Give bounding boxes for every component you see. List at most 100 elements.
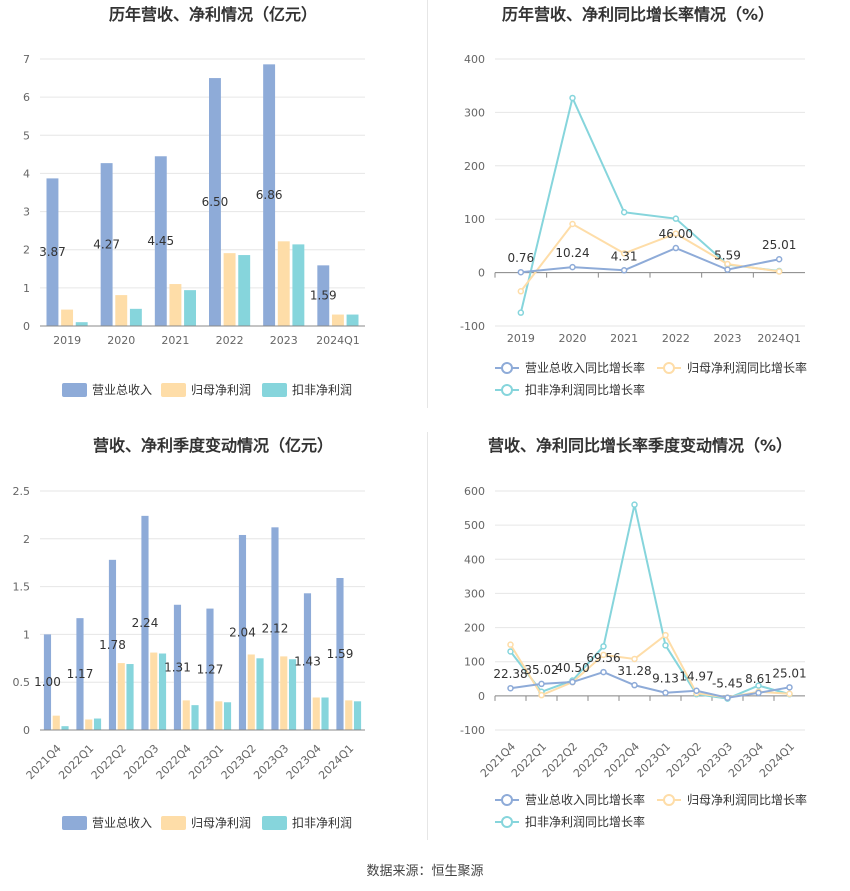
bar-deducted-profit <box>184 290 196 326</box>
x-tick-label: 2023Q3 <box>251 742 291 782</box>
x-tick-label: 2023 <box>714 332 742 345</box>
chart-title: 营收、净利同比增长率季度变动情况（%） <box>488 436 792 455</box>
bar-revenue <box>317 265 330 326</box>
x-tick-label: 2024Q1 <box>316 742 356 782</box>
data-label: 6.86 <box>256 188 283 202</box>
bar-deducted-profit <box>288 659 297 730</box>
y-tick-label: -100 <box>460 320 485 333</box>
bar-net-profit <box>277 241 290 326</box>
y-tick-label: 100 <box>464 656 485 669</box>
data-point <box>507 684 514 692</box>
bar-revenue <box>238 534 247 730</box>
data-label: 1.43 <box>294 655 321 669</box>
data-label: 0.76 <box>507 251 534 265</box>
data-label: 4.27 <box>93 238 120 252</box>
data-label: 2.04 <box>229 625 256 639</box>
data-point <box>724 694 731 701</box>
data-point <box>620 250 628 257</box>
legend-swatch <box>161 383 186 397</box>
data-label: 1.27 <box>197 662 224 676</box>
quarterly-growth-rate-chart: 营收、净利同比增长率季度变动情况（%） -100 0 100 200 300 400 500… <box>427 425 850 850</box>
data-label: 22.38 <box>493 667 527 681</box>
legend-label: 营业总收入同比增长率 <box>525 360 645 375</box>
legend-swatch <box>62 816 87 830</box>
annual-growth-rate-svg: 历年营收、净利同比增长率情况（%） -100 0 100 200 300 400 0.76 1… <box>460 5 807 397</box>
legend-label: 扣非净利润同比增长率 <box>525 814 645 829</box>
chart-title: 营收、净利季度变动情况（亿元） <box>93 436 333 455</box>
data-point <box>538 691 545 699</box>
data-label: 1.78 <box>99 638 126 652</box>
legend-label: 归母净利润同比增长率 <box>687 360 807 375</box>
data-point <box>672 230 680 237</box>
bar-net-profit <box>223 253 236 326</box>
bar-net-profit <box>215 701 223 730</box>
bar-deducted-profit <box>353 701 362 730</box>
x-tick-label: 2023Q2 <box>219 742 259 782</box>
bar-net-profit <box>115 295 128 326</box>
x-tick-label: 2020 <box>559 332 587 345</box>
legend-label: 归母净利润 <box>191 383 251 397</box>
x-tick-label: 2021 <box>161 334 189 347</box>
legend-swatch <box>262 383 287 397</box>
bar-revenue <box>154 156 167 326</box>
data-point <box>786 690 793 698</box>
bar-deducted-profit <box>321 697 329 730</box>
x-tick-label: 2024Q1 <box>757 332 801 345</box>
data-label: 9.13 <box>652 672 679 686</box>
y-tick-label: 0 <box>23 320 30 333</box>
bar-revenue <box>303 593 312 730</box>
y-tick-label: 1 <box>23 282 30 295</box>
y-tick-label: 0 <box>478 267 485 280</box>
data-point <box>507 648 514 655</box>
bar-revenue <box>43 634 52 730</box>
y-tick-label: 6 <box>23 91 30 104</box>
y-tick-label: 400 <box>464 53 485 66</box>
data-point <box>672 215 680 222</box>
legend-label: 营业总收入 <box>92 816 152 830</box>
y-tick-label: -100 <box>460 724 485 737</box>
data-label: 1.59 <box>327 647 354 661</box>
bar-deducted-profit <box>158 653 167 730</box>
data-label: 5.59 <box>714 249 741 263</box>
bar-revenue <box>271 527 279 730</box>
legend-label: 扣非净利润同比增长率 <box>525 382 645 397</box>
data-point <box>724 266 731 273</box>
bar-deducted-profit <box>75 322 88 326</box>
bar-revenue <box>108 559 117 730</box>
bar-deducted-profit <box>191 705 199 730</box>
data-label: 4.45 <box>147 234 174 248</box>
bar-deducted-profit <box>238 255 251 326</box>
x-tick-label: 2022 <box>216 334 244 347</box>
data-point <box>631 681 638 689</box>
y-tick-label: 7 <box>23 53 30 66</box>
bar-net-profit <box>117 663 125 730</box>
annual-revenue-profit-chart: 历年营收、净利情况（亿元） 0 1 2 3 4 5 6 7 3.87 4.27 4.45 6.50 6.… <box>0 0 427 415</box>
data-label: 3.87 <box>39 245 66 259</box>
bar-net-profit <box>182 700 190 730</box>
legend-label: 归母净利润 <box>191 816 251 830</box>
bar-revenue <box>141 515 149 730</box>
data-point <box>517 288 525 295</box>
bar-deducted-profit <box>126 664 134 730</box>
quarterly-revenue-profit-svg: 营收、净利季度变动情况（亿元） 0 0.5 1 1.5 2 2.5 1.00 1.17 1.78… <box>13 436 365 830</box>
bar-revenue <box>173 604 182 730</box>
data-label: 2.24 <box>132 616 159 630</box>
chart-title: 历年营收、净利同比增长率情况（%） <box>502 5 774 24</box>
quarterly-growth-rate-svg: 营收、净利同比增长率季度变动情况（%） -100 0 100 200 300 400 500… <box>460 436 807 829</box>
y-tick-label: 300 <box>464 587 485 600</box>
data-label: 25.01 <box>772 666 806 680</box>
y-tick-label: 0 <box>23 724 30 737</box>
series-line-revenue <box>520 246 780 274</box>
y-tick-label: 200 <box>464 160 485 173</box>
bar-net-profit <box>52 715 60 730</box>
x-tick-label: 2021Q4 <box>24 742 64 782</box>
data-point <box>662 689 669 696</box>
x-tick-label: 2022Q3 <box>121 742 161 782</box>
series-line-net-profit <box>520 222 780 292</box>
bar-revenue <box>206 608 214 730</box>
legend-marker <box>501 816 513 828</box>
bar-deducted-profit <box>346 314 359 326</box>
series-line-deducted-profit <box>509 504 790 700</box>
data-point <box>662 642 669 649</box>
x-tick-label: 2022Q4 <box>154 742 194 782</box>
